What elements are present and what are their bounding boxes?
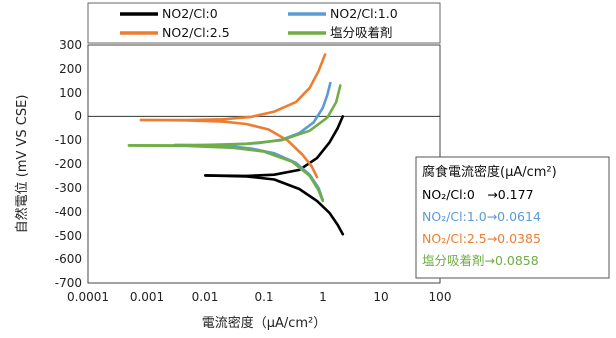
annotation-line-no2cl-2-5: NO₂/Cl:2.5→0.0385 — [422, 231, 541, 246]
series-curves — [127, 53, 345, 236]
legend: NO2/Cl:0 NO2/Cl:1.0 NO2/Cl:2.5 塩分吸着剤 — [87, 2, 441, 44]
annotation-line-no2cl-1: NO₂/Cl:1.0→0.0614 — [422, 209, 541, 224]
x-tick-label: 0.1 — [254, 290, 273, 304]
corrosion-current-annotation: 腐食電流密度(μA/cm²) NO₂/Cl:0 →0.177 NO₂/Cl:1.… — [415, 156, 610, 279]
y-tick-label: -200 — [55, 157, 82, 171]
y-tick-label: -700 — [55, 276, 82, 290]
x-tick-labels: 0.0001 0.001 0.01 0.1 1 10 100 — [67, 290, 451, 304]
series-line-4-cathodic — [127, 144, 324, 203]
y-tick-label: -300 — [55, 181, 82, 195]
y-axis-title: 自然電位 (mV VS CSE) — [14, 95, 30, 234]
y-tick-label: -500 — [55, 229, 82, 243]
annotation-title: 腐食電流密度(μA/cm²) — [422, 164, 557, 180]
legend-label-no2cl-1: NO2/Cl:1.0 — [330, 6, 398, 21]
series-line-1-cathodic — [204, 174, 345, 236]
legend-label-no2cl-0: NO2/Cl:0 — [162, 6, 218, 21]
y-tick-label: 200 — [59, 62, 82, 76]
annotation-frame — [415, 156, 610, 279]
x-tick-label: 0.001 — [130, 290, 164, 304]
y-tick-label: -400 — [55, 205, 82, 219]
x-tick-label: 10 — [373, 290, 388, 304]
series-line-3-cathodic — [139, 118, 319, 179]
x-tick-label: 100 — [429, 290, 452, 304]
legend-frame — [87, 2, 441, 44]
x-axis-title: 電流密度（μA/cm²） — [202, 315, 327, 331]
y-tick-labels: 300 200 100 0 -100 -200 -300 -400 -500 -… — [55, 38, 82, 290]
x-tick-label: 0.0001 — [67, 290, 109, 304]
x-tick-label: 0.01 — [192, 290, 219, 304]
y-tick-label: 0 — [74, 109, 82, 123]
legend-label-salt-adsorbent: 塩分吸着剤 — [330, 25, 393, 40]
legend-label-no2cl-2-5: NO2/Cl:2.5 — [162, 25, 230, 40]
y-tick-label: -600 — [55, 252, 82, 266]
annotation-line-no2cl-0: NO₂/Cl:0 →0.177 — [422, 187, 534, 202]
y-tick-label: 100 — [59, 86, 82, 100]
y-tick-label: -100 — [55, 133, 82, 147]
x-tick-label: 1 — [319, 290, 327, 304]
annotation-line-salt-adsorbent: 塩分吸着剤→0.0858 — [422, 253, 539, 268]
y-tick-label: 300 — [59, 38, 82, 52]
